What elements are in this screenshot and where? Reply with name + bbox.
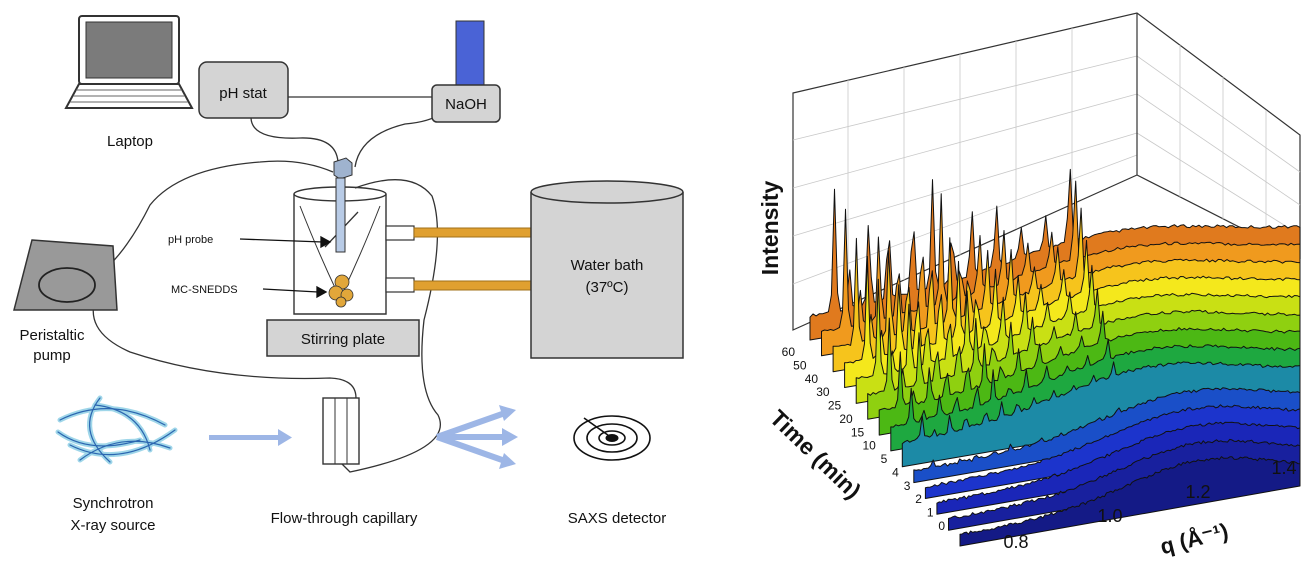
q-tick-label: 1.0	[1097, 506, 1122, 526]
port-lower	[385, 277, 415, 293]
annotation-arrows	[239, 235, 332, 299]
capillary-icon	[322, 397, 360, 465]
pump-label-line1: Peristaltic	[19, 327, 85, 344]
time-tick-label: 2	[915, 492, 922, 506]
chart-back-wall	[792, 12, 1301, 331]
water-bath-tubing	[413, 227, 533, 291]
source-label-line2: X-ray source	[70, 517, 155, 534]
stirring-plate-label: Stirring plate	[301, 331, 385, 348]
q-axis-title: q (Å⁻¹)	[1157, 517, 1230, 559]
time-tick-label: 15	[851, 425, 865, 439]
scattering-arrows	[436, 405, 518, 469]
water-bath-label: Water bath	[571, 257, 644, 274]
time-tick-label: 50	[793, 358, 807, 372]
ph-stat-box	[198, 61, 289, 119]
laptop-icon	[64, 15, 194, 109]
time-tick-label: 20	[839, 412, 853, 426]
capillary-label: Flow-through capillary	[271, 510, 418, 527]
ridge-5-min	[901, 361, 1301, 468]
time-tick-label: 1	[927, 506, 934, 520]
time-tick-label: 25	[828, 399, 842, 413]
laptop-label: Laptop	[107, 133, 153, 150]
water-bath-temp: (37ºC)	[586, 279, 629, 296]
synchrotron-icon	[55, 395, 178, 465]
waterfall-chart: Intensity Time (min) q (Å⁻¹) 60504030252…	[757, 12, 1301, 559]
mc-snedds-particles	[328, 274, 354, 308]
port-upper	[385, 225, 415, 241]
time-tick-label: 40	[805, 372, 819, 386]
waterfall-ridges	[809, 168, 1301, 547]
time-tick-label: 4	[892, 466, 899, 480]
naoh-reservoir	[455, 20, 485, 86]
beaker	[293, 186, 415, 315]
q-tick-label: 0.8	[1003, 532, 1028, 552]
z-axis-title: Intensity	[757, 181, 783, 276]
naoh-box	[431, 84, 501, 123]
beam-arrow	[209, 429, 292, 446]
detector-label: SAXS detector	[568, 510, 666, 527]
naoh-label: NaOH	[445, 96, 487, 113]
time-tick-label: 60	[782, 345, 796, 359]
saxs-detector-icon	[573, 415, 651, 461]
q-tick-label: 1.2	[1185, 482, 1210, 502]
ph-stat-label: pH stat	[219, 85, 267, 102]
q-tick-label: 1.4	[1271, 458, 1296, 478]
source-label-line1: Synchrotron	[73, 495, 154, 512]
pump-label-line2: pump	[33, 347, 71, 364]
mc-snedds-label: MC-SNEDDS	[171, 284, 238, 296]
time-tick-label: 3	[904, 479, 911, 493]
ph-probe-label: pH probe	[168, 234, 213, 246]
ridge-0-min	[959, 456, 1301, 547]
time-tick-label: 30	[816, 385, 830, 399]
peristaltic-pump-icon	[13, 239, 118, 311]
time-tick-label: 5	[881, 452, 888, 466]
setup-diagram: Laptop pH stat NaOH	[13, 15, 684, 534]
ph-probe	[333, 157, 353, 253]
stirring-plate	[266, 319, 420, 357]
q-axis-ticks: 0.8 1.0 1.2 1.4	[1003, 458, 1296, 552]
water-bath	[530, 180, 684, 359]
time-tick-label: 10	[862, 439, 876, 453]
time-tick-label: 0	[938, 519, 945, 533]
